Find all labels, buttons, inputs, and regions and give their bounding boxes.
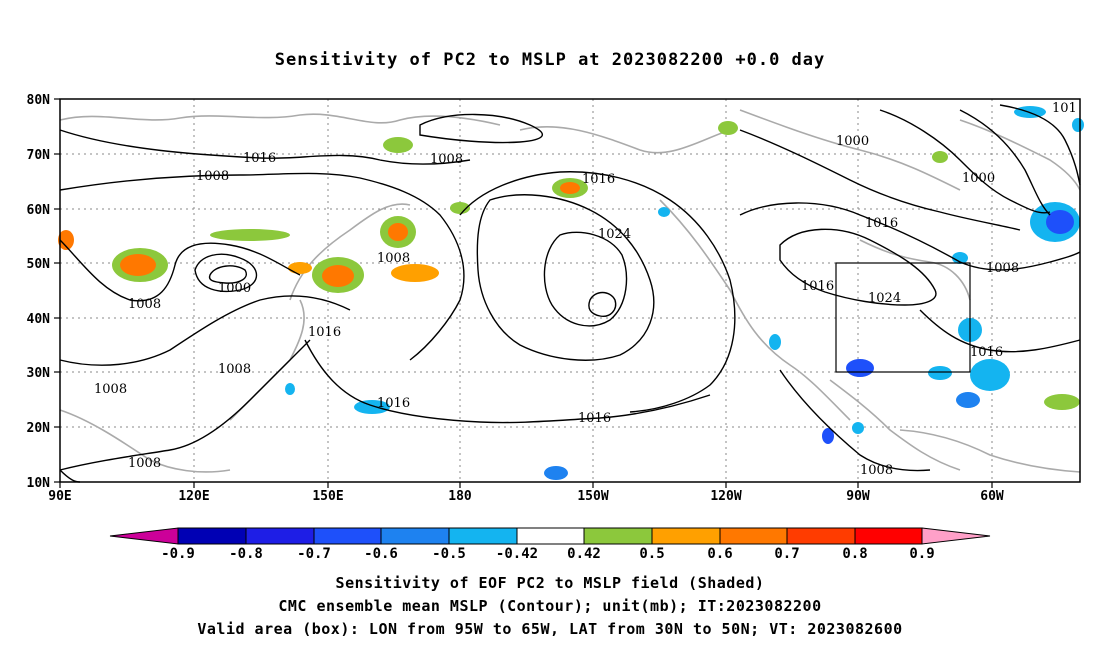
grid-lines — [60, 99, 1080, 482]
contour-label: 1016 — [582, 172, 615, 187]
map-plot-area — [60, 99, 1080, 482]
colorbar-segment — [245, 527, 315, 545]
contour-label: 1024 — [598, 227, 631, 242]
colorbar-segment — [854, 527, 923, 545]
contour-label: 1016 — [243, 151, 276, 166]
colorbar-label: -0.5 — [432, 546, 466, 562]
colorbar: -0.9 -0.8 -0.7 -0.6 -0.5 -0.42 0.42 0.5 … — [109, 527, 991, 562]
contour-label: 1016 — [801, 279, 834, 294]
lon-label: 120E — [178, 489, 209, 504]
contour-label: 1008 — [128, 297, 161, 312]
contour-labels: 1016 1008 1008 1016 1008 1024 1000 1008 … — [94, 101, 1077, 478]
chart-title: Sensitivity of PC2 to MSLP at 2023082200… — [274, 50, 826, 70]
contour-label: 1008 — [986, 261, 1019, 276]
caption-shaded: Sensitivity of EOF PC2 to MSLP field (Sh… — [335, 574, 765, 592]
contour-label: 1008 — [94, 382, 127, 397]
valid-area-box — [835, 262, 971, 373]
axis-ticks — [54, 98, 993, 488]
contour-label: 1016 — [970, 345, 1003, 360]
colorbar-label: -0.6 — [364, 546, 398, 562]
colorbar-segment — [177, 527, 247, 545]
lat-label: 20N — [27, 421, 51, 436]
contour-label: 1008 — [430, 152, 463, 167]
lon-label: 60W — [980, 489, 1004, 504]
contour-label: 101 — [1052, 101, 1077, 116]
colorbar-segment — [583, 527, 653, 545]
colorbar-label: -0.7 — [297, 546, 331, 562]
contour-label: 1000 — [962, 171, 995, 186]
contour-label: 1016 — [377, 396, 410, 411]
lat-label: 80N — [27, 93, 51, 108]
contour-label: 1024 — [868, 291, 901, 306]
contour-label: 1000 — [218, 281, 251, 296]
lat-label: 50N — [27, 257, 51, 272]
colorbar-label: -0.9 — [161, 546, 195, 562]
colorbar-label: 0.5 — [639, 546, 664, 562]
lon-label: 90W — [846, 489, 870, 504]
colorbar-label: 0.8 — [842, 546, 867, 562]
colorbar-segment — [786, 527, 856, 545]
colorbar-segment — [448, 527, 518, 545]
colorbar-label: 0.42 — [567, 546, 601, 562]
lat-label: 70N — [27, 148, 51, 163]
colorbar-label: 0.9 — [909, 546, 934, 562]
map-frame — [59, 98, 1081, 483]
lon-label: 180 — [448, 489, 472, 504]
contour-label: 1008 — [128, 456, 161, 471]
contour-label: 1008 — [218, 362, 251, 377]
longitude-labels: 90E 120E 150E 180 150W 120W 90W 60W — [48, 489, 1004, 504]
lon-label: 150E — [312, 489, 343, 504]
lat-label: 40N — [27, 312, 51, 327]
colorbar-left-triangle — [109, 527, 179, 545]
colorbar-right-triangle — [921, 527, 991, 545]
lat-label: 30N — [27, 366, 51, 381]
contour-label: 1008 — [196, 169, 229, 184]
mslp-contours — [59, 104, 1081, 483]
lon-label: 90E — [48, 489, 71, 504]
colorbar-segment — [516, 527, 585, 545]
caption-contour: CMC ensemble mean MSLP (Contour); unit(m… — [278, 597, 822, 615]
lat-label: 60N — [27, 203, 51, 218]
contour-label: 1008 — [860, 463, 893, 478]
colorbar-segment — [651, 527, 721, 545]
lat-label: 10N — [27, 476, 51, 491]
shaded-sensitivity — [58, 106, 1084, 480]
contour-label: 1016 — [865, 216, 898, 231]
contour-label: 1000 — [836, 134, 869, 149]
contour-label: 1008 — [377, 251, 410, 266]
colorbar-segment — [380, 527, 450, 545]
lon-label: 120W — [710, 489, 741, 504]
contour-label: 1016 — [308, 325, 341, 340]
colorbar-segment — [313, 527, 382, 545]
colorbar-label: -0.8 — [229, 546, 263, 562]
contour-label: 1016 — [578, 411, 611, 426]
colorbar-segment — [719, 527, 788, 545]
latitude-labels: 80N 70N 60N 50N 40N 30N 20N 10N — [27, 93, 51, 491]
lon-label: 150W — [577, 489, 608, 504]
colorbar-label: -0.42 — [496, 546, 538, 562]
colorbar-label: 0.7 — [774, 546, 799, 562]
colorbar-label: 0.6 — [707, 546, 732, 562]
caption-valid-area: Valid area (box): LON from 95W to 65W, L… — [197, 620, 903, 638]
